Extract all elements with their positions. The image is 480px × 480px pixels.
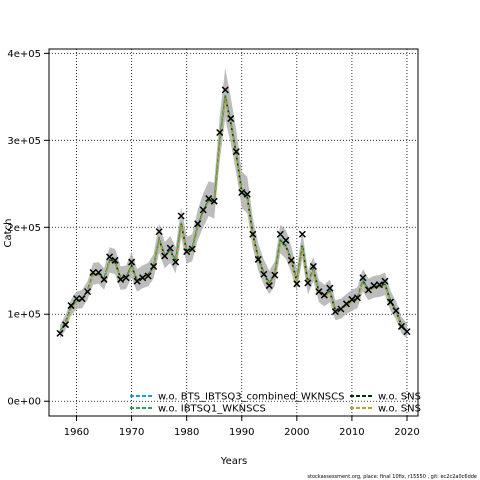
observed-point (326, 284, 334, 292)
grid-lines (49, 49, 418, 416)
observed-point (221, 86, 229, 94)
x-axis-title: Years (220, 456, 247, 467)
observed-point (183, 248, 191, 256)
y-tick-label: 0e+00 (7, 397, 41, 408)
observed-point (386, 298, 394, 306)
observed-point (243, 190, 251, 198)
x-tick-label: 1980 (174, 427, 199, 438)
observed-point (89, 268, 97, 277)
observed-point (342, 300, 350, 308)
observed-point (177, 212, 185, 220)
observed-point (304, 279, 312, 287)
observed-point (216, 128, 224, 137)
observed-point (84, 288, 92, 296)
observed-point (353, 294, 361, 302)
y-axis-title: Catch (3, 219, 14, 248)
series-line-4 (59, 97, 408, 334)
observed-point (100, 275, 108, 283)
observed-point (161, 252, 169, 260)
observed-point (370, 282, 378, 290)
observed-point (172, 258, 180, 266)
observed-point (194, 220, 202, 228)
observed-point (128, 258, 136, 266)
observed-point (56, 329, 64, 337)
legend-label: w.o. IBTSQ1_WKNSCS (158, 404, 266, 415)
observed-point (144, 272, 152, 280)
observed-catch-points (56, 86, 411, 337)
observed-point (320, 291, 328, 299)
observed-point (155, 228, 163, 236)
observed-point (359, 274, 367, 282)
observed-point (210, 197, 218, 205)
observed-point (254, 255, 262, 263)
confidence-band-area (60, 68, 407, 339)
observed-point (331, 308, 339, 316)
observed-point (265, 282, 273, 290)
y-tick-label: 3e+05 (7, 136, 41, 147)
legend-label: w.o. SNS (378, 392, 421, 403)
observed-point (293, 280, 301, 288)
observed-point (61, 321, 70, 329)
x-tick-label: 1960 (64, 427, 89, 438)
observed-point (78, 295, 86, 303)
observed-point (111, 256, 119, 264)
observed-point (298, 230, 306, 238)
observed-point (188, 245, 196, 253)
observed-point (122, 274, 130, 282)
observed-point (276, 230, 284, 238)
observed-point (133, 277, 141, 285)
observed-point (150, 262, 158, 270)
x-tick-label: 2020 (394, 427, 419, 438)
y-tick-label: 4e+05 (7, 49, 41, 60)
observed-point (73, 295, 81, 303)
observed-point (249, 230, 257, 238)
observed-point (287, 256, 295, 264)
observed-point (238, 188, 246, 197)
confidence-band (60, 68, 407, 339)
observed-point (139, 274, 147, 282)
x-tick-label: 2000 (284, 427, 309, 438)
observed-point (403, 328, 411, 336)
observed-point (364, 286, 372, 294)
observed-point (227, 115, 235, 123)
observed-point (166, 244, 174, 252)
observed-point (199, 206, 207, 214)
observed-point (309, 262, 317, 270)
observed-point (232, 148, 240, 156)
observed-point (95, 268, 103, 277)
observed-point (392, 307, 400, 315)
observed-point (205, 195, 213, 203)
legend-label: w.o. BTS_IBTSQ3_combined_WKNSCS (158, 392, 344, 403)
legend-label: w.o. SNS (378, 404, 421, 415)
observed-point (348, 295, 356, 303)
x-tick-label: 1990 (229, 427, 254, 438)
observed-point (315, 288, 323, 296)
observed-point (67, 302, 75, 310)
x-tick-label: 1970 (119, 427, 144, 438)
x-axis: 1960 1970 1980 1990 2000 2010 2020 (64, 415, 420, 438)
footer-text: stockassessment.org, place: final 10fix,… (307, 474, 477, 480)
observed-point (117, 275, 125, 283)
observed-point (375, 281, 383, 289)
observed-point (260, 270, 268, 278)
observed-point (381, 277, 389, 285)
y-axis: 0e+00 1e+05 2e+05 3e+05 4e+05 (7, 49, 49, 408)
observed-point (271, 271, 279, 279)
observed-point (282, 236, 290, 244)
observed-point (106, 253, 114, 261)
observed-point (337, 305, 345, 313)
y-tick-label: 1e+05 (7, 310, 41, 321)
observed-point (397, 322, 406, 330)
x-tick-label: 2010 (339, 427, 364, 438)
y-tick-label: 2e+05 (7, 223, 41, 234)
